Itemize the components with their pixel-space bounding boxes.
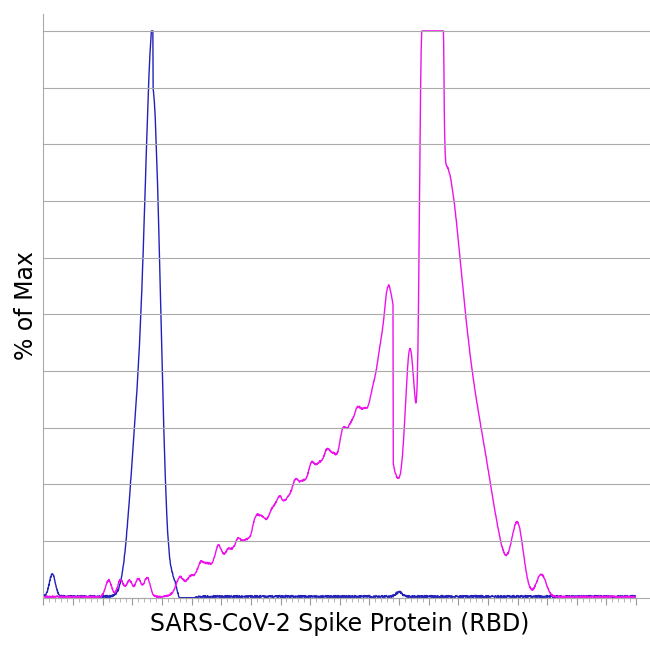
X-axis label: SARS-CoV-2 Spike Protein (RBD): SARS-CoV-2 Spike Protein (RBD): [150, 612, 530, 636]
Y-axis label: % of Max: % of Max: [14, 252, 38, 360]
